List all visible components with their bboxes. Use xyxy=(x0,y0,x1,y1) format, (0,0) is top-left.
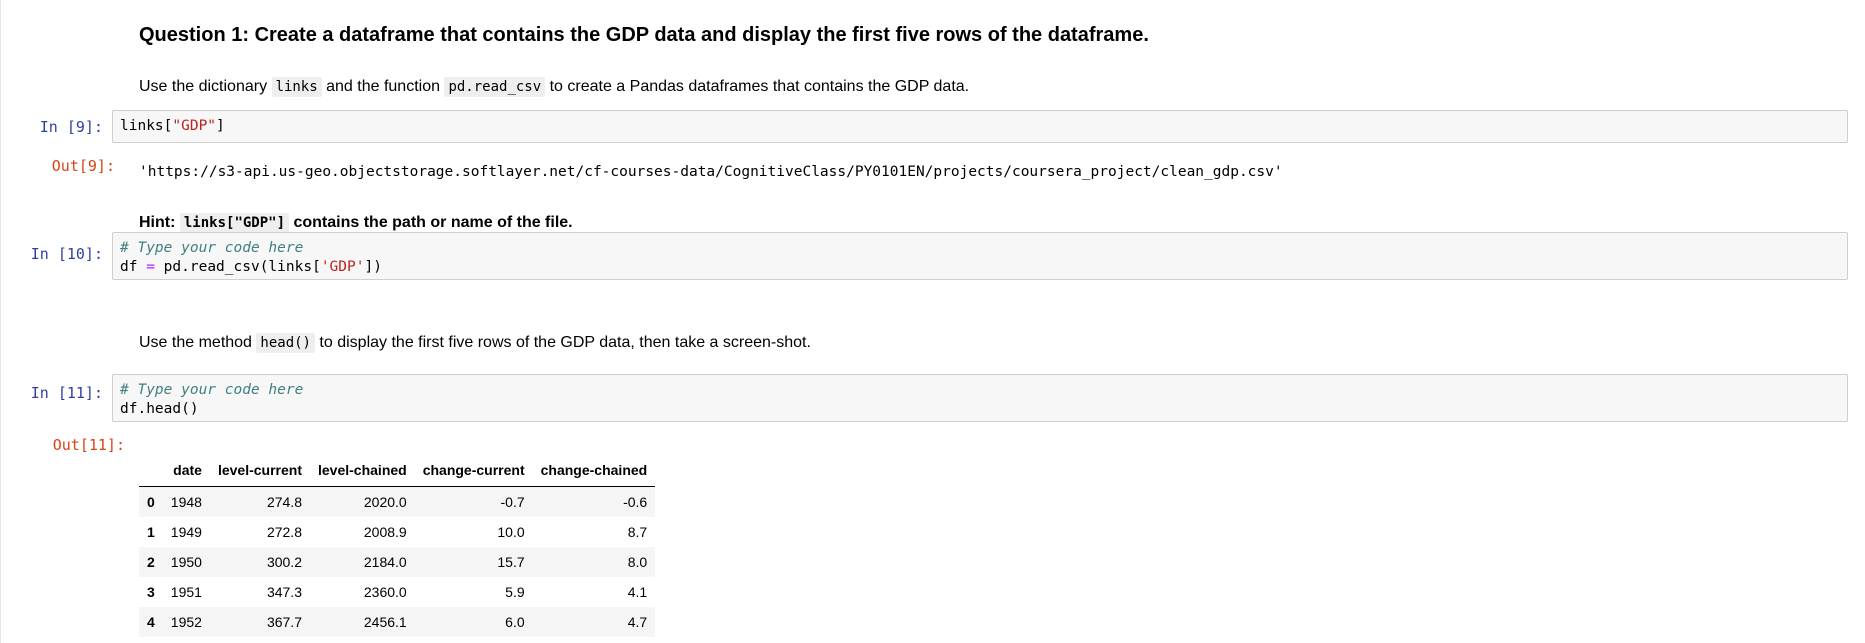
dataframe-table: date level-current level-chained change-… xyxy=(139,453,656,637)
column-header xyxy=(139,453,163,487)
hint-text: contains the path or name of the file. xyxy=(289,214,573,231)
in-prompt-10: In [10]: xyxy=(30,245,103,263)
hint-inline-code: links["GDP"] xyxy=(179,213,290,233)
code-token: pd.read_csv(links[ xyxy=(154,259,321,275)
code-token: df.head() xyxy=(120,401,199,417)
table-cell: 1950 xyxy=(170,554,202,570)
question-title: Question 1: Create a dataframe that cont… xyxy=(139,24,1149,46)
hint-label: Hint: xyxy=(139,214,180,231)
table-cell: 1949 xyxy=(170,524,202,540)
instruction-text: Use the method xyxy=(139,334,257,351)
table-cell: 1952 xyxy=(170,614,202,630)
table-cell: 2360.0 xyxy=(363,584,407,600)
table-row: 4 1952 367.7 2456.1 6.0 4.7 xyxy=(139,607,656,637)
code-token: ]) xyxy=(364,259,382,275)
table-cell: 272.8 xyxy=(266,524,302,540)
table-row: 3 1951 347.3 2360.0 5.9 4.1 xyxy=(139,577,655,607)
table-row: 2 1950 300.2 2184.0 15.7 8.0 xyxy=(139,547,656,577)
instruction-paragraph-1: Use the dictionary links and the functio… xyxy=(139,77,970,97)
in-prompt-11: In [11]: xyxy=(30,384,103,402)
code-cell-10[interactable]: # Type your code here df = pd.read_csv(l… xyxy=(112,232,1848,280)
table-cell: 6.0 xyxy=(505,614,525,630)
table-cell: 15.7 xyxy=(497,554,525,570)
instruction-text: Use the dictionary xyxy=(139,78,272,95)
code-token: [ xyxy=(163,118,173,134)
row-index: 0 xyxy=(147,494,155,510)
table-cell: 2008.9 xyxy=(363,524,407,540)
code-token: links xyxy=(120,118,164,134)
table-cell: 2184.0 xyxy=(363,554,407,570)
table-cell: 2456.1 xyxy=(363,614,407,630)
code-cell-9[interactable]: links["GDP"] xyxy=(112,110,1848,143)
column-header: change-chained xyxy=(532,453,656,487)
inline-code-head: head() xyxy=(256,333,315,353)
notebook-left-border xyxy=(0,0,1,643)
table-cell: 4.1 xyxy=(627,584,648,600)
table-cell: 367.7 xyxy=(266,614,302,630)
table-cell: 10.0 xyxy=(497,524,525,540)
output-text-9: 'https://s3-api.us-geo.objectstorage.sof… xyxy=(139,164,1283,180)
row-index: 1 xyxy=(147,524,155,540)
column-header: level-current xyxy=(209,453,310,487)
table-cell: 347.3 xyxy=(266,584,302,600)
code-comment: # Type your code here xyxy=(120,240,304,256)
table-header-row: date level-current level-chained change-… xyxy=(139,453,656,487)
instruction-text: to create a Pandas dataframes that conta… xyxy=(545,78,970,95)
table-cell: 4.7 xyxy=(627,614,648,630)
hint-paragraph: Hint: links["GDP"] contains the path or … xyxy=(139,213,573,233)
row-index: 4 xyxy=(147,614,155,630)
code-token: ] xyxy=(216,118,225,134)
table-cell: 274.8 xyxy=(266,494,302,510)
column-header: change-current xyxy=(414,453,533,487)
out-prompt-11: Out[11]: xyxy=(52,436,125,454)
code-string: "GDP" xyxy=(172,118,217,134)
table-cell: 2020.0 xyxy=(363,494,407,510)
row-index: 3 xyxy=(147,584,155,600)
inline-code-read-csv: pd.read_csv xyxy=(444,77,546,97)
table-cell: 8.0 xyxy=(627,554,648,570)
instruction-paragraph-2: Use the method head() to display the fir… xyxy=(139,333,811,353)
code-cell-11[interactable]: # Type your code here df.head() xyxy=(112,374,1848,422)
table-cell: 300.2 xyxy=(266,554,302,570)
instruction-text: to display the first five rows of the GD… xyxy=(314,334,811,351)
table-cell: 1951 xyxy=(170,584,202,600)
code-comment: # Type your code here xyxy=(120,382,304,398)
table-cell: 8.7 xyxy=(627,524,648,540)
row-index: 2 xyxy=(147,554,155,570)
table-row: 0 1948 274.8 2020.0 -0.7 -0.6 xyxy=(139,486,656,517)
column-header: date xyxy=(162,453,210,487)
inline-code-links: links xyxy=(271,77,322,97)
out-prompt-9: Out[9]: xyxy=(51,157,115,175)
table-cell: 1948 xyxy=(170,494,202,510)
table-row: 1 1949 272.8 2008.9 10.0 8.7 xyxy=(139,517,655,547)
code-operator: = xyxy=(146,259,155,275)
table-cell: 5.9 xyxy=(505,584,525,600)
instruction-text: and the function xyxy=(321,78,445,95)
column-header: level-chained xyxy=(310,453,415,487)
table-cell: -0.7 xyxy=(500,494,525,510)
code-token: df xyxy=(120,259,147,275)
table-cell: -0.6 xyxy=(623,494,648,510)
code-string: 'GDP' xyxy=(320,259,365,275)
in-prompt-9: In [9]: xyxy=(39,118,103,136)
